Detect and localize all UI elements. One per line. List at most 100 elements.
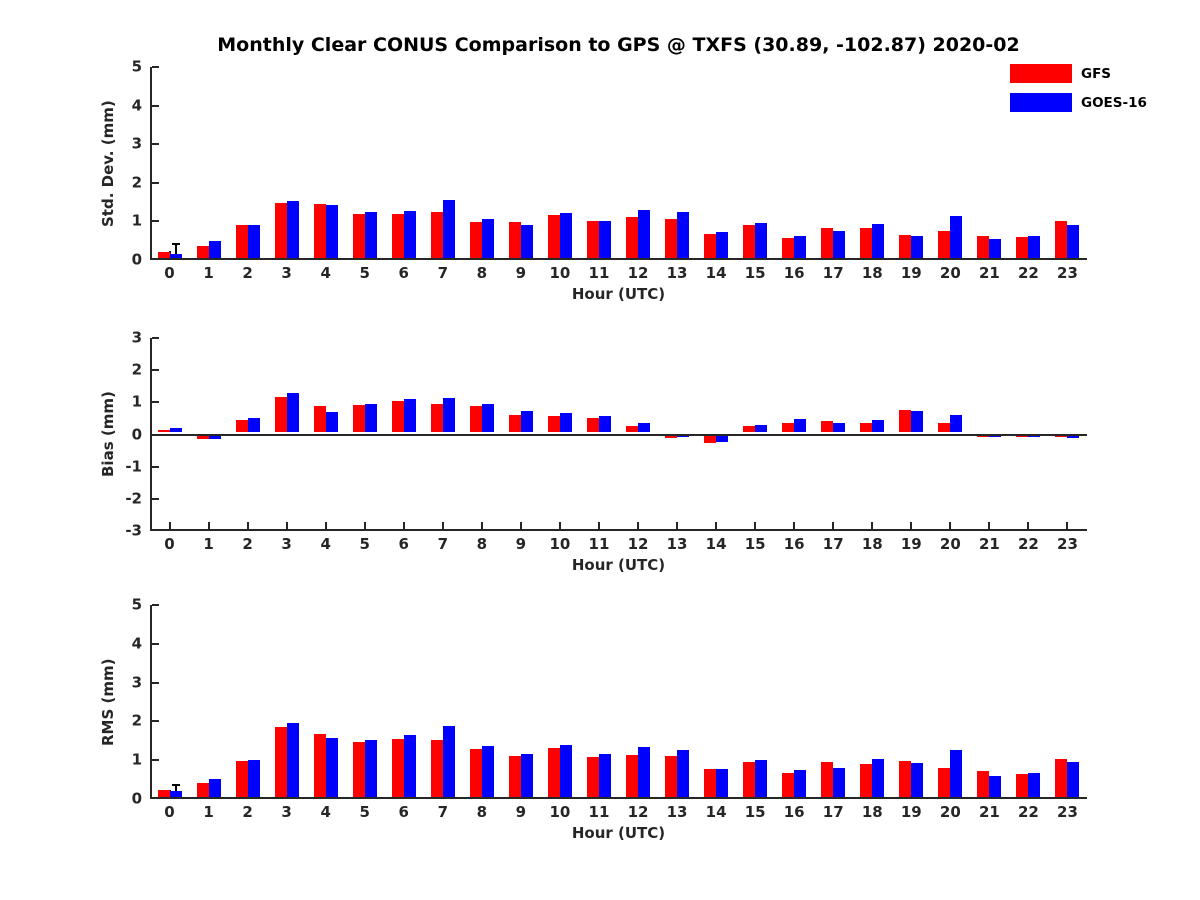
bar-goes16 — [247, 759, 260, 797]
bar-goes16 — [559, 413, 572, 433]
bar-goes16 — [325, 205, 338, 258]
bar-gfs — [938, 230, 951, 258]
bar-goes16 — [716, 769, 729, 797]
y-tick-label: 2 — [131, 360, 142, 379]
y-tick — [152, 104, 159, 107]
y-tick-label: 0 — [131, 425, 142, 443]
x-tick-label: 7 — [437, 803, 449, 821]
bar-gfs — [1055, 759, 1068, 797]
x-tick-label: 3 — [281, 535, 292, 553]
bar-gfs — [352, 404, 365, 433]
y-tick — [152, 66, 159, 68]
y-tick-label: 5 — [131, 57, 142, 76]
bar-gfs — [743, 426, 756, 433]
bar-gfs — [469, 748, 482, 797]
x-tick — [676, 522, 679, 529]
bar-gfs — [196, 435, 209, 440]
x-tick-label: 14 — [705, 535, 727, 553]
bar-gfs — [704, 435, 717, 444]
bar-gfs — [1016, 435, 1029, 438]
bar-goes16 — [1067, 224, 1080, 258]
x-tick-label: 23 — [1057, 803, 1078, 821]
y-tick — [152, 465, 159, 468]
bar-goes16 — [872, 758, 885, 797]
x-tick-label: 22 — [1018, 535, 1039, 553]
bar-gfs — [586, 221, 599, 258]
bar-goes16 — [481, 219, 494, 258]
bar-gfs — [157, 252, 170, 258]
bar-goes16 — [1028, 235, 1041, 258]
y-tick-label: 4 — [131, 634, 142, 653]
x-tick-label: 17 — [822, 803, 844, 821]
x-tick — [1027, 522, 1030, 529]
bar-goes16 — [364, 212, 377, 258]
x-tick-label: 19 — [900, 264, 922, 282]
bar-goes16 — [520, 754, 533, 797]
x-tick — [402, 522, 405, 529]
bar-goes16 — [833, 230, 846, 258]
y-tick-label: -2 — [125, 489, 142, 508]
x-tick — [1066, 522, 1069, 529]
x-tick — [715, 522, 718, 529]
bar-gfs — [313, 203, 326, 258]
x-tick-label: 4 — [320, 535, 331, 553]
x-tick-label: 6 — [398, 803, 409, 821]
x-tick-label: 15 — [744, 803, 766, 821]
bar-gfs — [782, 237, 795, 258]
bar-goes16 — [677, 435, 690, 437]
x-tick-label: 1 — [203, 535, 214, 553]
x-tick — [363, 522, 366, 529]
x-tick — [168, 522, 171, 529]
x-axis-label: Hour (UTC) — [571, 824, 666, 842]
x-tick — [207, 522, 210, 529]
bar-goes16 — [481, 745, 494, 797]
error-whisker-cap — [171, 243, 180, 246]
x-tick-label: 18 — [861, 535, 883, 553]
bar-gfs — [1055, 221, 1068, 258]
bar-gfs — [743, 225, 756, 258]
x-axis-label: Hour (UTC) — [571, 285, 666, 303]
bar-goes16 — [755, 223, 768, 258]
y-tick — [152, 220, 159, 223]
bar-gfs — [704, 233, 717, 258]
x-tick-label: 5 — [359, 264, 370, 282]
x-tick — [832, 522, 835, 529]
bar-gfs — [547, 214, 560, 258]
bar-gfs — [235, 760, 248, 797]
x-tick-label: 8 — [476, 535, 488, 553]
bar-goes16 — [247, 225, 260, 258]
bar-goes16 — [559, 745, 572, 797]
error-whisker — [174, 244, 177, 254]
bar-gfs — [821, 421, 834, 433]
bias-panel: Bias (mm) Hour (UTC) -3 -2 -1 0 1 2 3 0 1 2 3 4 5 6 7 8… — [99, 330, 1087, 574]
x-tick-label: 22 — [1018, 264, 1039, 282]
bar-gfs — [508, 755, 521, 797]
bar-goes16 — [403, 210, 416, 258]
x-tick-label: 16 — [783, 535, 805, 553]
bar-gfs — [586, 756, 599, 797]
y-tick-label: 2 — [131, 711, 142, 730]
x-tick-label: 13 — [666, 535, 688, 553]
bar-gfs — [977, 771, 990, 797]
x-tick-label: 10 — [549, 535, 571, 553]
bar-goes16 — [872, 419, 885, 433]
bar-gfs — [626, 755, 639, 797]
bar-gfs — [547, 416, 560, 433]
x-tick-label: 19 — [900, 535, 922, 553]
x-tick-label: 16 — [783, 803, 805, 821]
bar-gfs — [626, 425, 639, 433]
y-tick — [152, 181, 159, 184]
y-tick — [152, 369, 159, 372]
x-tick-label: 4 — [320, 264, 331, 282]
bar-gfs — [391, 738, 404, 797]
bar-gfs — [508, 222, 521, 258]
x-tick-label: 23 — [1057, 535, 1078, 553]
bar-gfs — [665, 435, 678, 439]
bar-gfs — [274, 202, 287, 258]
legend-item-gfs: GFS — [1010, 64, 1147, 83]
y-axis-label: Std. Dev. (mm) — [99, 100, 117, 227]
y-tick — [152, 401, 159, 404]
bar-gfs — [665, 756, 678, 797]
x-tick-label: 14 — [705, 803, 727, 821]
bar-goes16 — [364, 739, 377, 797]
